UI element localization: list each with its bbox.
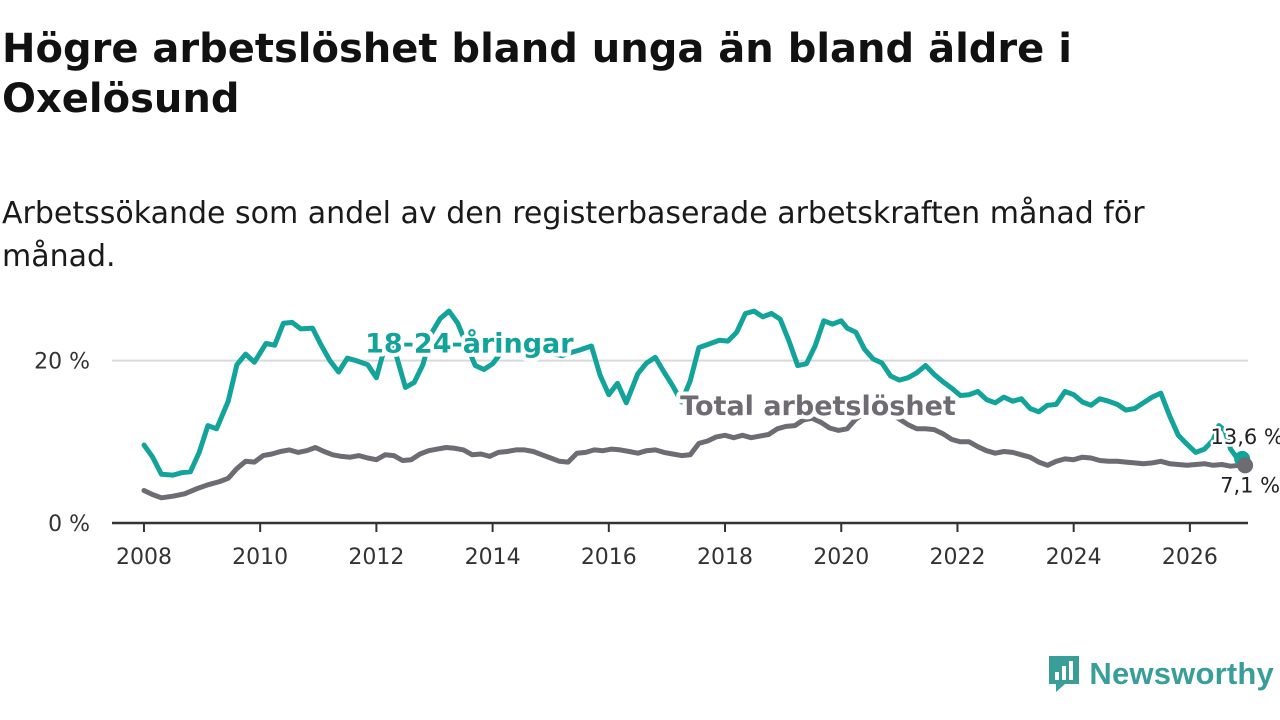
- series-line-youth: [141, 308, 1245, 478]
- series-label-total: Total arbetslöshet: [680, 391, 956, 422]
- x-tick-label: 2022: [929, 545, 985, 570]
- newsworthy-logo[interactable]: Newsworthy: [1047, 654, 1274, 694]
- end-value-label-total: 7,1 %: [1220, 473, 1280, 497]
- x-tick-label: 2010: [232, 545, 288, 570]
- logo-text: Newsworthy: [1089, 656, 1274, 691]
- x-tick-label: 2026: [1162, 545, 1218, 570]
- end-point-total: [1237, 457, 1254, 474]
- x-tick-label: 2012: [348, 545, 404, 570]
- series-label-youth: 18-24-åringar: [365, 327, 574, 359]
- x-tick-label: 2014: [465, 545, 521, 570]
- bar-chart-speech-bubble-icon: [1049, 656, 1080, 692]
- series-labels: 18-24-åringar Total arbetslöshet: [361, 323, 960, 426]
- x-tick-label: 2008: [116, 545, 172, 570]
- y-tick-label: 0 %: [48, 512, 90, 537]
- series-line-total: [141, 408, 1248, 501]
- chart-subtitle: Arbetssökande som andel av den registerb…: [2, 196, 1145, 274]
- x-tick-label: 2024: [1046, 545, 1102, 570]
- y-tick-label: 20 %: [34, 350, 90, 375]
- chart-title: Högre arbetslöshet bland unga än bland ä…: [2, 26, 1072, 122]
- x-tick-label: 2016: [581, 545, 637, 570]
- series-lines: [141, 308, 1248, 501]
- x-axis: 2008 2010 2012 2014 2016 2018 2020 2022 2024 2026: [112, 521, 1248, 570]
- y-axis-ticks: 0 % 20 %: [34, 350, 90, 537]
- end-value-label-youth: 13,6 %: [1210, 425, 1280, 449]
- end-points: 13,6 % 7,1 %: [1208, 422, 1280, 499]
- x-tick-label: 2018: [697, 545, 753, 570]
- x-tick-label: 2020: [813, 545, 869, 570]
